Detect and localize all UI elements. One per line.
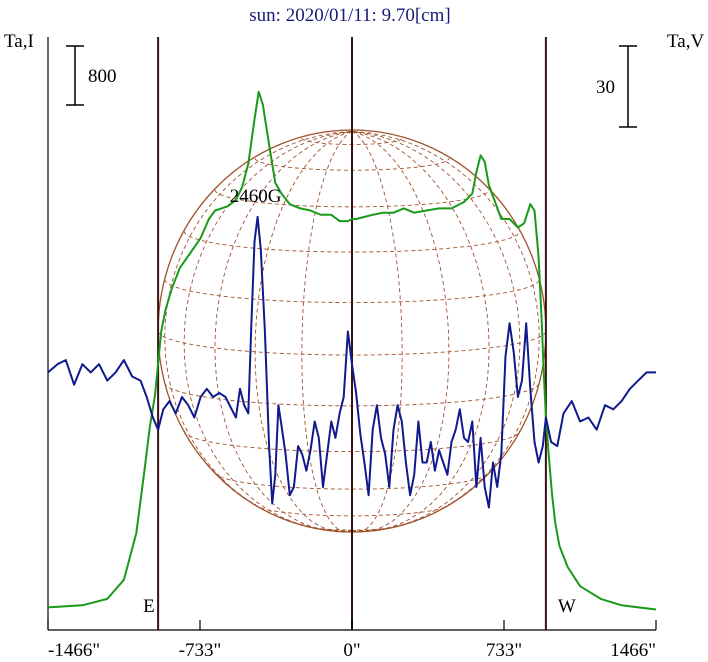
disk-longitude-line bbox=[301, 131, 353, 533]
x-tick-label: -733" bbox=[179, 640, 222, 661]
right-scale-bar-label: 30 bbox=[596, 77, 615, 98]
x-axis-ticks: -1466" -733" 0" 733" 1466" bbox=[47, 620, 657, 661]
disk-longitude-line bbox=[351, 130, 521, 532]
series-group bbox=[47, 90, 657, 611]
disk-longitude-line bbox=[214, 130, 353, 532]
limb-marker-label: W bbox=[558, 596, 576, 617]
disk-longitude-line bbox=[351, 130, 490, 532]
polarization-series-line bbox=[47, 215, 656, 509]
chart-title: sun: 2020/01/11: 9.70[cm] bbox=[249, 5, 450, 26]
right-axis-label: Ta,V bbox=[667, 31, 704, 52]
limb-marker-label: E bbox=[143, 596, 155, 617]
disk-longitude-line bbox=[351, 131, 403, 533]
x-tick-label: 733" bbox=[486, 640, 522, 661]
disk-longitude-line bbox=[183, 130, 353, 532]
annotation-label: 2460G bbox=[230, 186, 282, 207]
x-tick-label: -1466" bbox=[48, 640, 100, 661]
left-axis-label: Ta,I bbox=[4, 31, 34, 52]
x-tick-label: 1466" bbox=[610, 640, 656, 661]
intensity-series-line bbox=[47, 90, 657, 611]
disk-longitude-line bbox=[351, 130, 450, 533]
disk-longitude-line bbox=[254, 130, 353, 533]
right-scale-bar: 30 bbox=[596, 45, 637, 128]
left-scale-bar: 800 bbox=[66, 45, 117, 106]
left-scale-bar-label: 800 bbox=[88, 66, 117, 87]
x-tick-label: 0" bbox=[343, 640, 360, 661]
